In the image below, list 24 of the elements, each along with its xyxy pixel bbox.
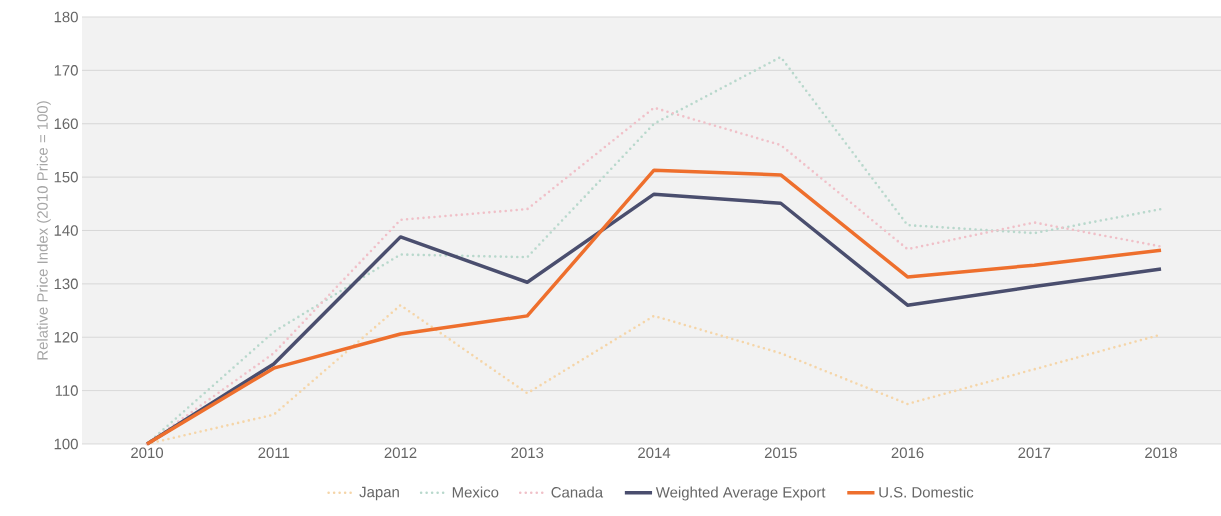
y-tick-label: 100 xyxy=(54,438,78,450)
y-tick-label: 170 xyxy=(54,65,78,76)
legend-label: Japan xyxy=(359,486,399,501)
legend-label: Canada xyxy=(551,486,604,498)
x-tick-label: 2018 xyxy=(1145,447,1177,459)
y-tick-label: 130 xyxy=(54,278,78,290)
y-tick-label: 140 xyxy=(54,225,78,236)
x-tick-label: 2017 xyxy=(1018,447,1051,459)
x-tick-label: 2011 xyxy=(258,447,290,459)
x-tick-label: 2015 xyxy=(764,447,797,459)
y-axis-title: Relative Price Index (2010 Price = 100) xyxy=(36,101,51,360)
y-tick-label: 110 xyxy=(55,385,78,396)
legend-label: Mexico xyxy=(452,486,499,498)
y-tick-label: 150 xyxy=(54,171,78,183)
x-tick-label: 2010 xyxy=(131,447,164,459)
legend-label: Weighted Average Export xyxy=(655,486,826,501)
x-tick-label: 2013 xyxy=(511,447,544,459)
x-tick-label: 2012 xyxy=(384,447,417,459)
y-tick-label: 120 xyxy=(54,331,78,343)
x-tick-label: 2016 xyxy=(891,447,924,459)
legend-label: U.S. Domestic xyxy=(879,486,974,498)
y-tick-label: 160 xyxy=(54,118,78,130)
y-tick-label: 180 xyxy=(54,11,78,23)
x-tick-label: 2014 xyxy=(638,447,671,459)
